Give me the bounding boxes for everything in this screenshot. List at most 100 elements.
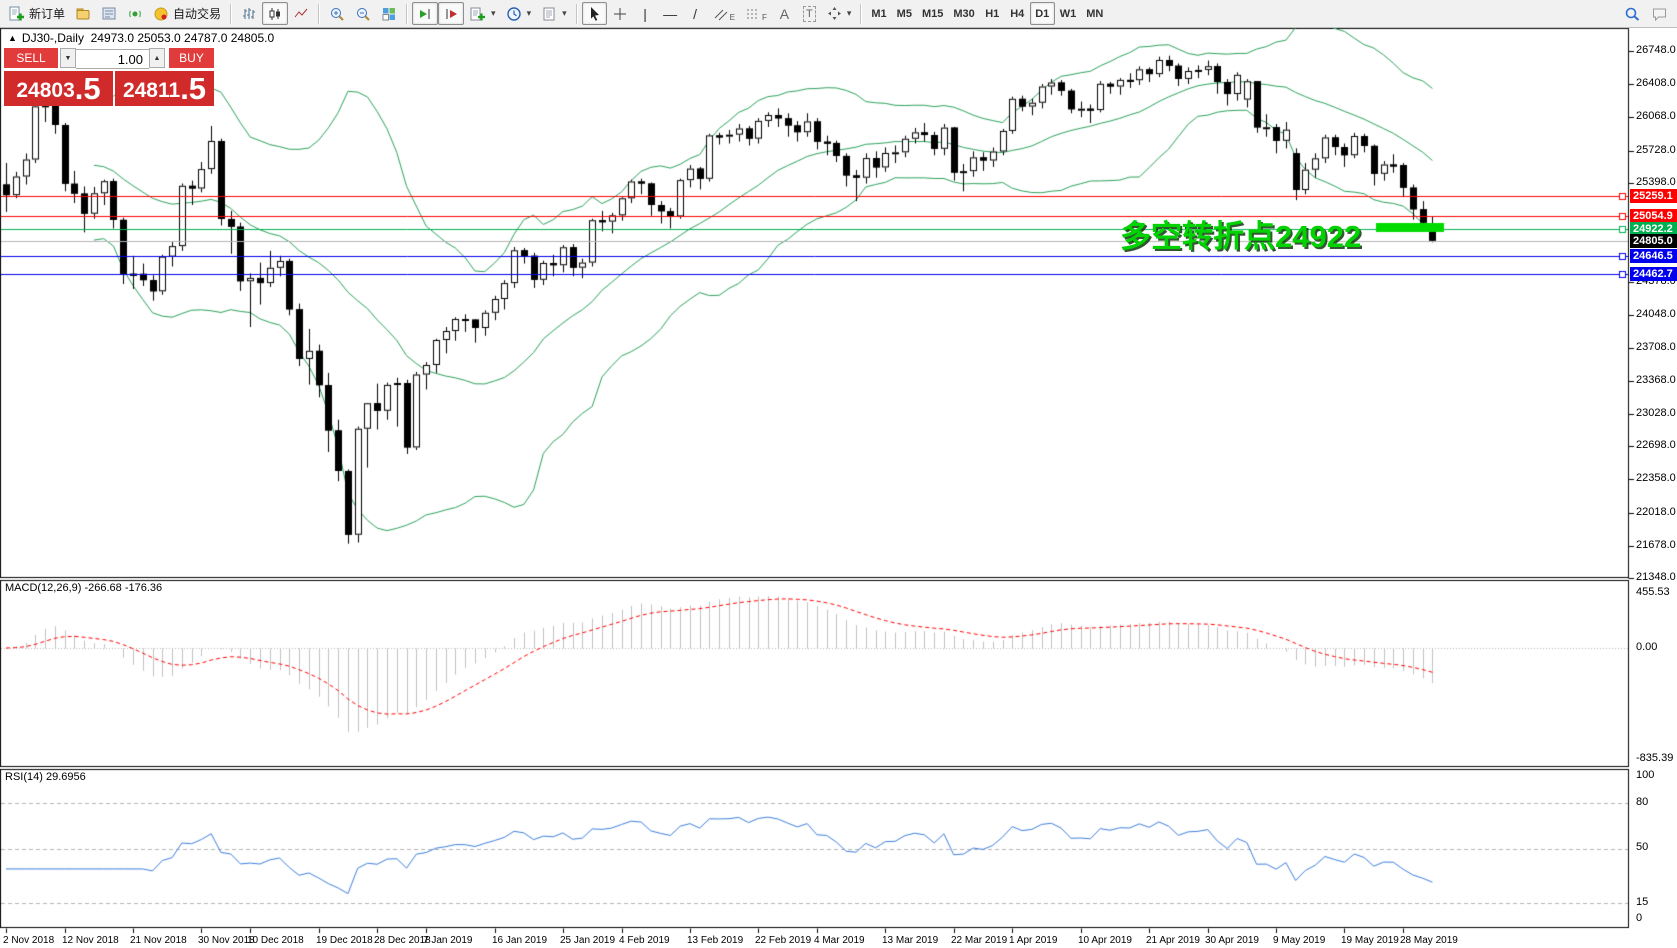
timeframe-button-mn[interactable]: MN bbox=[1086, 7, 1104, 20]
auto-trading-button[interactable]: 自动交易 bbox=[148, 2, 226, 25]
one-click-trading-panel: SELL ▼ ▲ BUY 24803.5 24811.5 bbox=[4, 48, 214, 106]
templates-button[interactable]: ▾ bbox=[536, 2, 572, 25]
tile-windows-button[interactable] bbox=[376, 2, 402, 25]
buy-price-int: 24811 bbox=[122, 79, 181, 102]
trendline-icon: / bbox=[693, 5, 698, 22]
fibonacci-icon bbox=[746, 9, 759, 18]
text-button[interactable]: A bbox=[772, 2, 797, 25]
template-icon bbox=[543, 7, 555, 20]
sell-button[interactable]: SELL bbox=[4, 48, 58, 68]
signals-button[interactable] bbox=[122, 2, 148, 25]
indicators-icon bbox=[470, 7, 486, 20]
bar-chart-button[interactable] bbox=[236, 2, 262, 25]
macd-indicator-label: MACD(12,26,9) -266.68 -176.36 bbox=[5, 582, 163, 594]
sell-price-display[interactable]: 24803.5 bbox=[4, 71, 113, 106]
text-icon: A bbox=[779, 5, 790, 22]
chat-icon bbox=[1653, 8, 1666, 21]
timeframe-button-d1[interactable]: D1 bbox=[1029, 2, 1055, 25]
timeframe-button-m1[interactable]: M1 bbox=[871, 7, 887, 20]
timeframe-button-m5[interactable]: M5 bbox=[896, 7, 912, 20]
macd-current-values: -266.68 -176.36 bbox=[84, 582, 163, 594]
line-chart-button[interactable] bbox=[288, 2, 314, 25]
sell-price-dec: .5 bbox=[74, 71, 101, 106]
search-button[interactable] bbox=[1619, 2, 1646, 25]
timeframe-button-m30[interactable]: M30 bbox=[953, 7, 975, 20]
timeframe-group: M1 M5 M15 M30 H1 H4 D1 W1 MN bbox=[866, 2, 1108, 25]
cursor-icon bbox=[591, 6, 600, 21]
chart-title-bar: ▲ DJ30-,Daily 24973.0 25053.0 24787.0 248… bbox=[8, 31, 274, 45]
timeframe-button-m15[interactable]: M15 bbox=[921, 7, 944, 20]
candlestick-chart-icon bbox=[269, 7, 281, 20]
signals-icon bbox=[129, 10, 142, 17]
volume-decrease-button[interactable]: ▼ bbox=[60, 48, 76, 68]
zoom-out-icon bbox=[357, 7, 370, 21]
arrows-icon bbox=[827, 7, 841, 20]
candlestick-chart-button[interactable] bbox=[262, 2, 289, 25]
crosshair-button[interactable] bbox=[607, 2, 633, 25]
rsi-current-value: 29.6956 bbox=[45, 771, 86, 783]
volume-increase-button[interactable]: ▲ bbox=[149, 48, 165, 68]
horizontal-line-button[interactable]: — bbox=[658, 2, 683, 25]
line-chart-icon bbox=[294, 8, 308, 17]
volume-input[interactable] bbox=[76, 49, 149, 69]
cursor-button[interactable] bbox=[581, 2, 607, 25]
fibonacci-f-label: F bbox=[761, 13, 767, 22]
indicators-button[interactable]: ▾ bbox=[464, 2, 501, 25]
toolbar-separator bbox=[575, 3, 578, 24]
clock-icon bbox=[506, 6, 521, 21]
periods-button[interactable]: ▾ bbox=[501, 2, 537, 25]
tile-windows-icon bbox=[382, 7, 396, 20]
dropdown-caret-icon: ▾ bbox=[562, 8, 567, 18]
buy-button[interactable]: BUY bbox=[169, 48, 214, 68]
toolbar-separator bbox=[860, 3, 863, 24]
auto-scroll-button[interactable] bbox=[412, 2, 439, 25]
profile-icon bbox=[76, 8, 90, 19]
crosshair-icon bbox=[613, 7, 626, 20]
dropdown-caret-icon: ▾ bbox=[846, 8, 852, 18]
new-order-label: 新订单 bbox=[29, 7, 66, 21]
text-label-icon: T bbox=[802, 5, 816, 22]
zoom-out-button[interactable] bbox=[350, 2, 376, 25]
channel-e-label: E bbox=[729, 13, 735, 22]
zoom-in-icon bbox=[331, 7, 344, 21]
channel-icon bbox=[714, 9, 727, 20]
buy-price-dec: .5 bbox=[180, 71, 207, 106]
timeframe-button-h4[interactable]: H4 bbox=[1010, 7, 1025, 20]
vertical-line-button[interactable]: | bbox=[633, 2, 658, 25]
auto-trading-label: 自动交易 bbox=[173, 7, 222, 21]
equidistant-channel-button[interactable]: E bbox=[708, 2, 740, 25]
auto-trading-icon bbox=[154, 7, 168, 20]
chart-text-annotation: 多空转折点24922 bbox=[1120, 219, 1362, 254]
bar-chart-icon bbox=[243, 7, 256, 19]
dropdown-caret-icon: ▾ bbox=[526, 8, 532, 18]
buy-price-display[interactable]: 24811.5 bbox=[115, 71, 214, 106]
toolbar-separator bbox=[318, 3, 321, 24]
fibonacci-button[interactable]: F bbox=[740, 2, 772, 25]
trendline-button[interactable]: / bbox=[683, 2, 708, 25]
navigator-button[interactable] bbox=[96, 2, 122, 25]
zoom-in-button[interactable] bbox=[324, 2, 350, 25]
to olbar-separator bbox=[406, 3, 409, 24]
navigator-icon bbox=[102, 7, 116, 19]
one-click-collapse-icon[interactable]: ▲ bbox=[8, 33, 17, 43]
chart-symbol-period: DJ30-,Daily bbox=[21, 31, 84, 45]
new-order-icon bbox=[9, 6, 24, 20]
horizontal-line-icon: — bbox=[663, 5, 678, 22]
timeframe-button-w1[interactable]: W1 bbox=[1059, 7, 1077, 20]
rsi-indicator-label: RSI(14) 29.6956 bbox=[5, 771, 86, 783]
text-label-button[interactable]: T bbox=[797, 2, 822, 25]
timeframe-button-h1[interactable]: H1 bbox=[985, 7, 1000, 20]
charts-profile-button[interactable] bbox=[70, 2, 96, 25]
sell-price-int: 24803 bbox=[16, 79, 75, 102]
dropdown-caret-icon: ▾ bbox=[491, 8, 496, 18]
search-icon bbox=[1625, 7, 1640, 21]
vertical-line-icon: | bbox=[643, 5, 647, 22]
arrows-button[interactable]: ▾ bbox=[822, 2, 857, 25]
new-order-button[interactable]: 新订单 bbox=[3, 2, 70, 25]
chart-shift-button[interactable] bbox=[438, 2, 465, 25]
auto-scroll-icon bbox=[420, 8, 430, 19]
chat-button[interactable] bbox=[1646, 2, 1674, 25]
chart-ohlc-values: 24973.0 25053.0 24787.0 24805.0 bbox=[90, 31, 275, 45]
